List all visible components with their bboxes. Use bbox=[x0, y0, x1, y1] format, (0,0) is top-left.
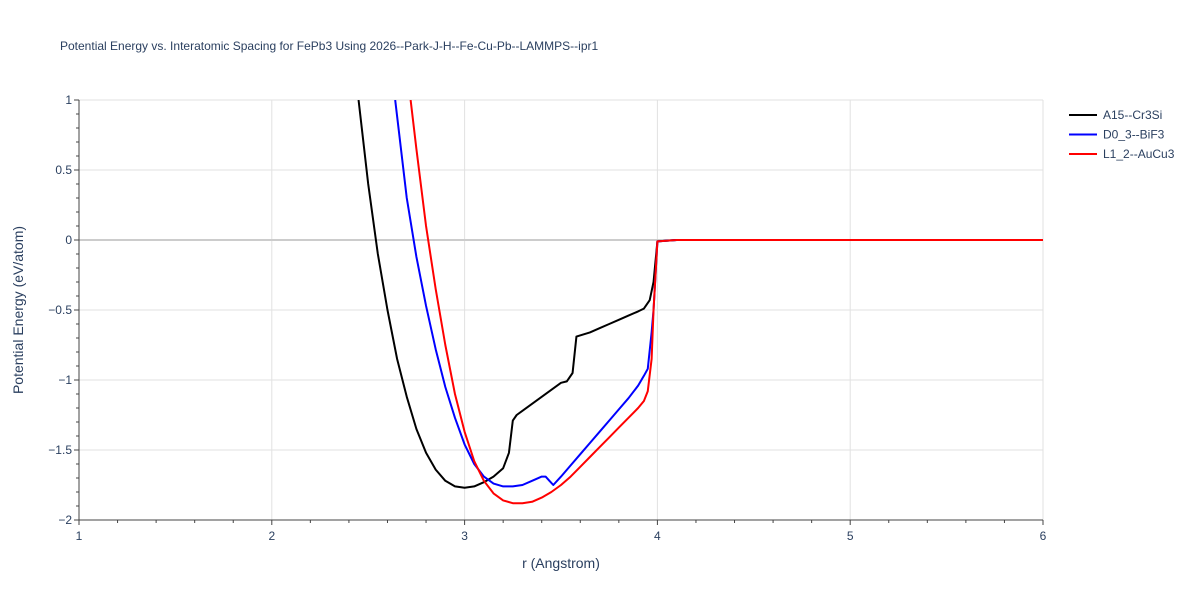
y-axis-ticks: 1 0.5 0 −0.5 −1 −1.5 −2 bbox=[48, 93, 79, 527]
x-axis-ticks: 1 2 3 4 5 6 bbox=[76, 520, 1047, 543]
y-tick-label: 1 bbox=[65, 93, 72, 107]
series-group bbox=[357, 100, 1043, 505]
y-axis-label: Potential Energy (eV/atom) bbox=[10, 226, 26, 394]
x-tick-label: 1 bbox=[76, 529, 83, 543]
y-tick-label: −0.5 bbox=[48, 303, 72, 317]
x-tick-label: 2 bbox=[268, 529, 275, 543]
series-line-0 bbox=[357, 100, 1043, 489]
x-axis-label: r (Angstrom) bbox=[522, 555, 600, 571]
x-tick-label: 6 bbox=[1040, 529, 1047, 543]
x-tick-label: 4 bbox=[654, 529, 661, 543]
grid bbox=[79, 99, 1044, 520]
legend-label-0: A15--Cr3Si bbox=[1103, 108, 1162, 122]
chart-title: Potential Energy vs. Interatomic Spacing… bbox=[60, 39, 599, 53]
series-line-1 bbox=[394, 100, 1043, 488]
series-line-2 bbox=[409, 100, 1043, 505]
legend-label-2: L1_2--AuCu3 bbox=[1103, 147, 1175, 161]
x-tick-label: 5 bbox=[847, 529, 854, 543]
y-tick-label: −2 bbox=[58, 513, 72, 527]
y-tick-label: −1 bbox=[58, 373, 72, 387]
legend: A15--Cr3Si D0_3--BiF3 L1_2--AuCu3 bbox=[1069, 108, 1175, 161]
y-tick-label: −1.5 bbox=[48, 443, 72, 457]
x-tick-label: 3 bbox=[461, 529, 468, 543]
y-tick-label: 0.5 bbox=[55, 163, 72, 177]
y-tick-label: 0 bbox=[65, 233, 72, 247]
legend-label-1: D0_3--BiF3 bbox=[1103, 128, 1165, 142]
